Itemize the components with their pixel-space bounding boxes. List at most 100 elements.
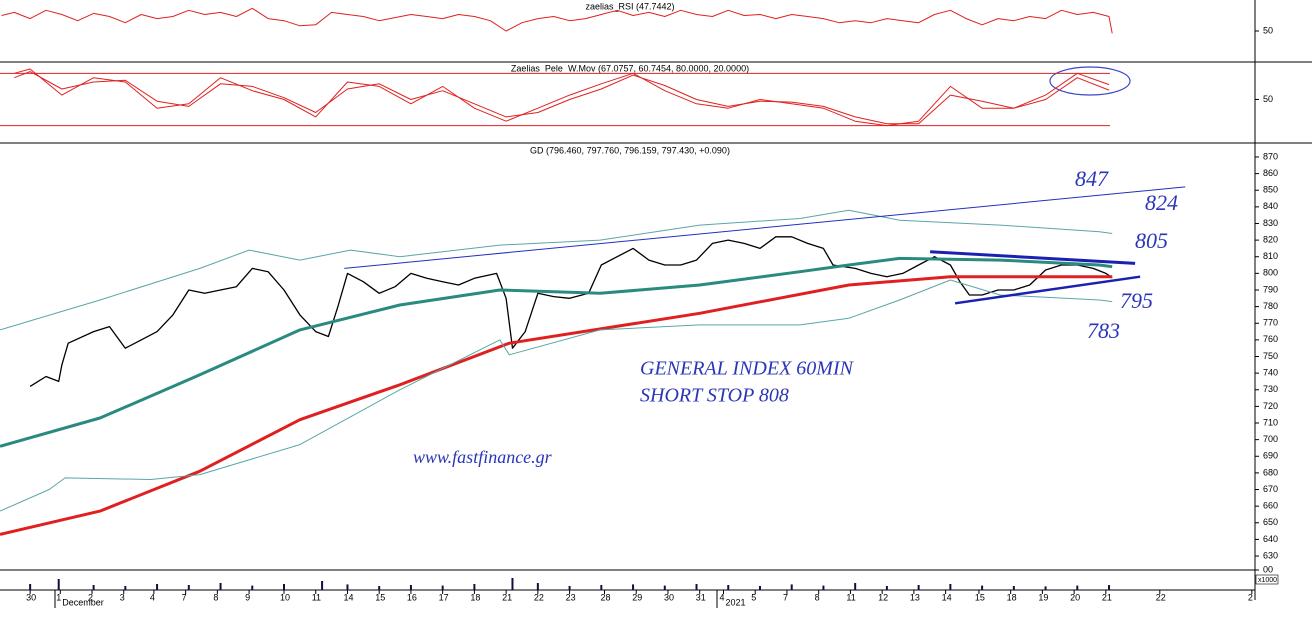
x-tick-label: 4 bbox=[150, 592, 155, 602]
y-tick-label: 780 bbox=[1263, 301, 1278, 311]
volume-bar bbox=[790, 584, 793, 590]
y-tick-label: 640 bbox=[1263, 534, 1278, 544]
volume-bar bbox=[568, 586, 571, 590]
y-tick-label: 650 bbox=[1263, 517, 1278, 527]
x-tick-label: 11 bbox=[312, 592, 321, 602]
y-tick-label: 710 bbox=[1263, 417, 1278, 427]
plot-area bbox=[0, 186, 1186, 536]
volume-bar bbox=[57, 579, 60, 590]
x-tick-label: 28 bbox=[600, 592, 610, 602]
y-tick-label: 630 bbox=[1263, 550, 1278, 560]
x-tick-label: 21 bbox=[502, 592, 512, 602]
x-tick-label: 19 bbox=[1038, 592, 1048, 602]
plot-area bbox=[0, 68, 1110, 127]
series-line bbox=[14, 71, 1110, 125]
x-tick-label: 20 bbox=[1070, 592, 1080, 602]
y-tick-label: 810 bbox=[1263, 251, 1278, 261]
x-tick-label: 4 bbox=[719, 592, 724, 602]
x-tick-label: 14 bbox=[343, 592, 353, 602]
series-line bbox=[0, 275, 1113, 536]
volume-bar bbox=[1012, 586, 1015, 590]
annotation: 824 bbox=[1145, 190, 1178, 215]
series-line bbox=[14, 68, 1110, 127]
x-tick-label: 23 bbox=[566, 592, 576, 602]
series-line bbox=[0, 279, 1113, 512]
x-tick-label: 14 bbox=[942, 592, 952, 602]
month-label: 2021 bbox=[725, 597, 745, 607]
y-tick-label: 850 bbox=[1263, 185, 1278, 195]
volume-bar bbox=[822, 585, 825, 590]
x-tick-label: 22 bbox=[1156, 592, 1166, 602]
y-tick-label: 660 bbox=[1263, 501, 1278, 511]
x-tick-label: 21 bbox=[1102, 592, 1112, 602]
x-tick-label: 15 bbox=[375, 592, 385, 602]
y-tick-label: 800 bbox=[1263, 268, 1278, 278]
x-tick-label: 15 bbox=[975, 592, 985, 602]
x-tick-label: 7 bbox=[182, 592, 187, 602]
y-tick-label: 860 bbox=[1263, 168, 1278, 178]
y-tick-label: 720 bbox=[1263, 401, 1278, 411]
annotation: 805 bbox=[1135, 228, 1168, 253]
x-tick-label: 13 bbox=[910, 592, 920, 602]
x-tick-label: 8 bbox=[213, 592, 218, 602]
x-tick-label: 2 bbox=[88, 592, 93, 602]
plot-area bbox=[29, 578, 1111, 590]
volume-bar bbox=[321, 581, 324, 590]
x-tick-label: 3 bbox=[120, 592, 125, 602]
x-tick-label: 29 bbox=[632, 592, 642, 602]
series-line bbox=[954, 275, 1141, 305]
y-tick-label: 790 bbox=[1263, 284, 1278, 294]
x-tick-label: 30 bbox=[26, 592, 36, 602]
volume-bar bbox=[758, 586, 761, 590]
y-tick-label: 750 bbox=[1263, 351, 1278, 361]
volume-bar bbox=[632, 584, 635, 590]
volume-bar bbox=[251, 585, 254, 590]
x-tick-label: 8 bbox=[815, 592, 820, 602]
x-tick-label: 22 bbox=[534, 592, 544, 602]
series-line bbox=[930, 250, 1136, 265]
volume-bar bbox=[600, 585, 603, 590]
y-tick-label: 730 bbox=[1263, 384, 1278, 394]
volume-bar bbox=[378, 586, 381, 590]
x-tick-label: 31 bbox=[696, 592, 706, 602]
x-tick-label: 30 bbox=[664, 592, 674, 602]
volume-bar bbox=[441, 585, 444, 590]
annotation: 847 bbox=[1075, 166, 1109, 191]
y-tick-label: 840 bbox=[1263, 201, 1278, 211]
y-tick-label: 700 bbox=[1263, 434, 1278, 444]
y-tick-label: 670 bbox=[1263, 484, 1278, 494]
volume-bar bbox=[473, 584, 476, 590]
annotation: www.fastfinance.gr bbox=[413, 447, 553, 467]
y-tick-label: 50 bbox=[1263, 25, 1273, 35]
volume-bar bbox=[949, 584, 952, 590]
series-line bbox=[29, 236, 1113, 387]
volume-bar bbox=[219, 583, 222, 590]
y-tick-label: 820 bbox=[1263, 234, 1278, 244]
y-tick-label: 770 bbox=[1263, 318, 1278, 328]
series-line bbox=[0, 209, 1113, 331]
plot-area bbox=[1, 7, 1113, 34]
y-tick-label: 50 bbox=[1263, 94, 1273, 104]
y-tick-label: 740 bbox=[1263, 368, 1278, 378]
x-tick-label: 7 bbox=[783, 592, 788, 602]
volume-bar bbox=[187, 585, 190, 590]
panel-title: Zaelias_Pele_W.Mov (67.0757, 60.7454, 80… bbox=[511, 63, 749, 73]
y-tick-label: 680 bbox=[1263, 467, 1278, 477]
unit-box bbox=[1255, 574, 1279, 585]
unit-label: x1000 bbox=[1258, 577, 1277, 584]
month-label: December bbox=[62, 597, 104, 607]
volume-bar bbox=[854, 583, 857, 590]
volume-bar bbox=[1108, 585, 1111, 590]
x-tick-label: 1 bbox=[56, 592, 61, 602]
volume-bar bbox=[917, 585, 920, 590]
volume-bar bbox=[1044, 586, 1047, 590]
panel-title: zaelias_RSI (47.7442) bbox=[585, 1, 674, 11]
y-tick-label: 00 bbox=[1263, 564, 1273, 574]
annotation: 795 bbox=[1120, 288, 1153, 313]
volume-bar bbox=[727, 585, 730, 590]
volume-bar bbox=[29, 584, 32, 590]
x-tick-label: 9 bbox=[245, 592, 250, 602]
x-tick-label: 18 bbox=[1007, 592, 1017, 602]
y-tick-label: 870 bbox=[1263, 151, 1278, 161]
